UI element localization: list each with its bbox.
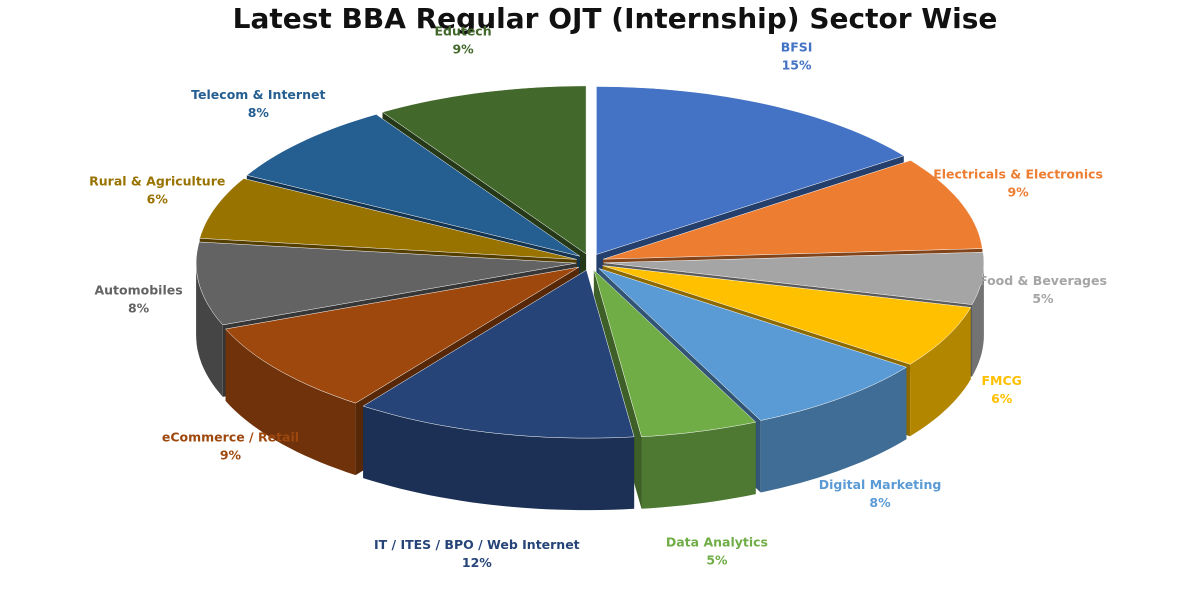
slice xyxy=(199,178,577,260)
slice-value-label: 12% xyxy=(462,555,492,570)
slice-wall xyxy=(760,367,907,493)
slice-label: Telecom & Internet xyxy=(191,87,325,102)
slice-value-label: 6% xyxy=(147,191,169,206)
slice-label: BFSI xyxy=(781,40,813,55)
slice-value-label: 8% xyxy=(248,105,270,120)
slice xyxy=(598,268,908,421)
slice-label: IT / ITES / BPO / Web Internet xyxy=(374,537,580,552)
slice-wall xyxy=(225,329,356,476)
slice xyxy=(593,269,757,437)
slice xyxy=(225,266,580,404)
slice-wall xyxy=(910,307,971,437)
slice-wall xyxy=(972,262,984,377)
slice-label: Automobiles xyxy=(94,282,182,297)
slice-label: Digital Marketing xyxy=(819,477,942,492)
slice-label: FMCG xyxy=(981,373,1021,388)
slice xyxy=(246,114,580,257)
slice-wall xyxy=(641,422,756,509)
slice-wall xyxy=(363,406,635,511)
slice xyxy=(195,241,577,326)
slice xyxy=(603,160,983,260)
slice xyxy=(381,85,587,255)
slice-wall xyxy=(196,263,223,397)
slice-value-label: 15% xyxy=(782,58,812,73)
slice-label: eCommerce / Retail xyxy=(162,430,299,445)
slice xyxy=(602,265,972,365)
slice-label: Data Analytics xyxy=(666,535,768,550)
slice-label: Electricals & Electronics xyxy=(933,167,1103,182)
slice xyxy=(596,86,905,255)
slice-value-label: 5% xyxy=(706,553,728,568)
slice-value-label: 9% xyxy=(1007,185,1029,200)
slice-value-label: 8% xyxy=(128,300,150,315)
slice-label: Edutech xyxy=(434,24,491,39)
slice-value-label: 6% xyxy=(991,391,1013,406)
slice-value-label: 9% xyxy=(452,42,474,57)
slice-label: Food & Beverages xyxy=(979,273,1107,288)
slice-label: Rural & Agriculture xyxy=(89,173,225,188)
slice xyxy=(603,251,985,305)
slice-value-label: 8% xyxy=(869,495,891,510)
slice-value-label: 9% xyxy=(220,448,242,463)
chart-title: Latest BBA Regular OJT (Internship) Sect… xyxy=(233,2,998,35)
slice-value-label: 5% xyxy=(1032,291,1054,306)
slice xyxy=(362,269,635,439)
